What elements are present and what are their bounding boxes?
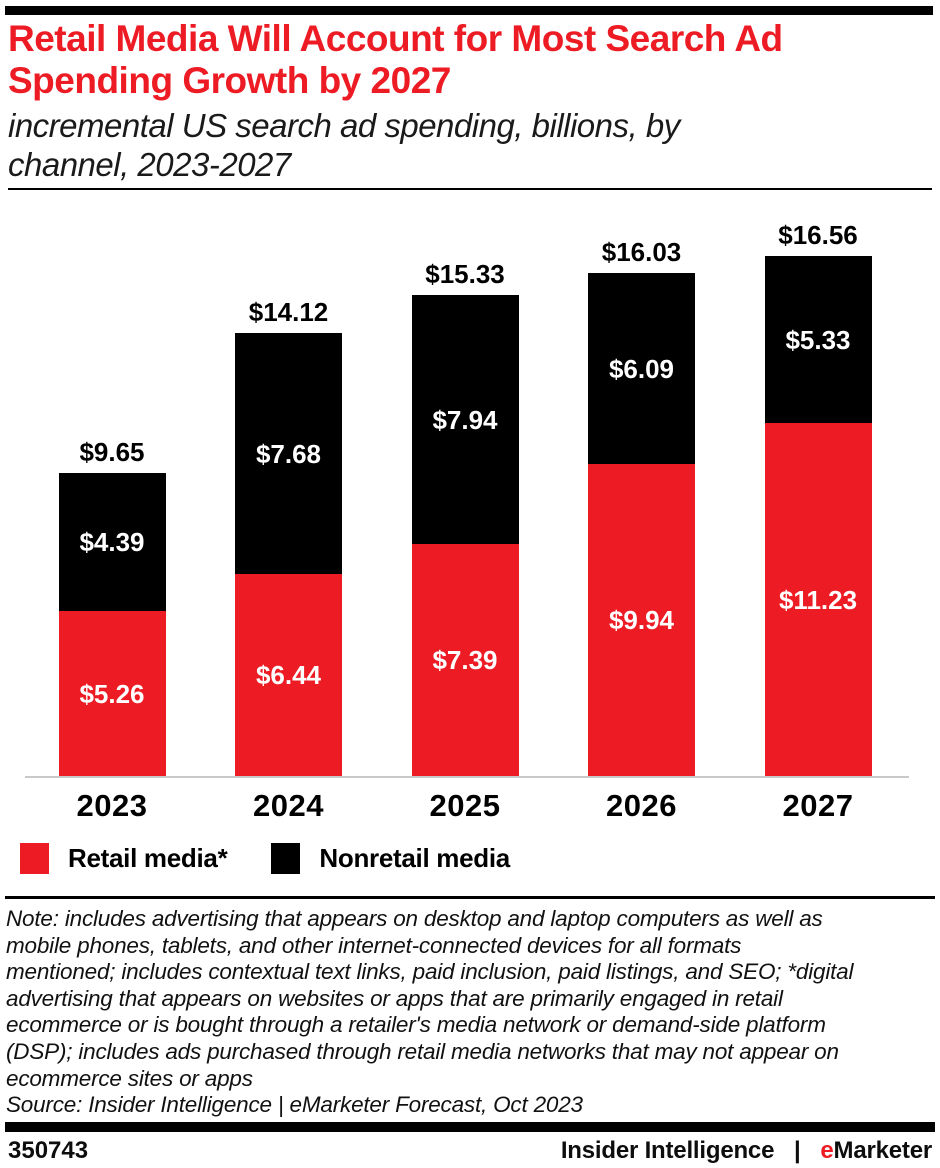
footer-accent-bar <box>5 1122 935 1132</box>
page-subtitle-line2: channel, 2023-2027 <box>8 146 291 183</box>
legend: Retail media* Nonretail media <box>20 840 510 876</box>
bar-segment-retail-2023 <box>58 611 166 776</box>
brand-emarketer-rest: Marketer <box>833 1137 933 1164</box>
note-block: Note: includes advertising that appears … <box>6 906 936 1119</box>
year-label-2025: 2025 <box>429 788 501 823</box>
bar-segment-nonretail-2026 <box>588 273 695 464</box>
note-divider <box>5 896 935 899</box>
total-label-2027: $16.56 <box>778 220 858 250</box>
header-divider <box>8 188 932 190</box>
segment-label-nonretail-2026: $6.09 <box>608 353 675 384</box>
note-line: Note: includes advertising that appears … <box>6 906 823 931</box>
top-accent-bar <box>5 6 933 15</box>
total-label-2024: $14.12 <box>248 297 329 327</box>
legend-label-retail-media: Retail media* <box>68 842 228 873</box>
bar-segment-retail-2026 <box>588 464 695 776</box>
note-line: advertising that appears on websites or … <box>6 985 783 1011</box>
legend-swatch-nonretail-media <box>271 842 301 874</box>
segment-label-retail-2025: $7.39 <box>432 645 498 675</box>
bar-segment-nonretail-2024 <box>235 333 342 574</box>
brand-separator <box>781 1137 787 1164</box>
year-label-2026: 2026 <box>606 788 677 823</box>
page-title-line2: Spending Growth by 2027 <box>8 60 451 101</box>
x-axis-line <box>25 776 909 778</box>
bar-segment-retail-2024 <box>235 574 342 776</box>
segment-label-nonretail-2025: $7.94 <box>432 404 498 435</box>
legend-swatch-retail-media <box>20 842 49 874</box>
brand-insider-intelligence: Insider Intelligence <box>560 1137 775 1164</box>
total-label-2023: $9.65 <box>79 437 145 467</box>
total-label-2026: $16.03 <box>601 237 682 267</box>
segment-label-retail-2027: $11.23 <box>778 584 858 615</box>
year-label-2024: 2024 <box>253 788 324 823</box>
bar-segment-nonretail-2027 <box>764 256 872 423</box>
brand-lockup: Insider Intelligence | eMarketer <box>561 1137 932 1165</box>
chart: $9.65 $4.39 $5.26 2023 $14.12 $7.68 $6.44 2024 $… <box>0 196 940 836</box>
source-line: Source: Insider Intelligence | eMarketer… <box>6 1092 583 1118</box>
footer: 350743 Insider Intelligence | eMarketer <box>8 1137 932 1165</box>
bar-segment-nonretail-2025 <box>411 295 519 544</box>
segment-label-nonretail-2024: $7.68 <box>255 438 322 469</box>
segment-label-nonretail-2027: $5.33 <box>785 324 851 355</box>
chart-id: 350743 <box>8 1137 89 1164</box>
note-line: (DSP); includes ads purchased through re… <box>6 1038 839 1064</box>
page-subtitle-line1: incremental US search ad spending, billi… <box>8 107 680 144</box>
year-label-2023: 2023 <box>76 788 148 823</box>
legend-label-nonretail-media: Nonretail media <box>319 842 510 873</box>
bar-segment-nonretail-2023 <box>58 473 166 611</box>
note-line: ecommerce or is bought through a retaile… <box>6 1012 826 1038</box>
total-label-2025: $15.33 <box>425 259 505 289</box>
segment-label-retail-2026: $9.94 <box>608 605 675 635</box>
brand-pipe: | <box>794 1137 801 1164</box>
brand-emarketer-e: e <box>820 1137 834 1164</box>
page-title-line1: Retail Media Will Account for Most Searc… <box>8 18 783 59</box>
brand-separator2 <box>807 1137 813 1164</box>
bar-segment-retail-2025 <box>411 544 519 776</box>
segment-label-nonretail-2023: $4.39 <box>79 527 145 557</box>
segment-label-retail-2023: $5.26 <box>79 678 145 709</box>
year-label-2027: 2027 <box>782 788 854 823</box>
bar-segment-retail-2027 <box>764 423 872 776</box>
note-line: ecommerce sites or apps <box>6 1065 253 1091</box>
page-subtitle: incremental US search ad spending, billi… <box>8 106 934 184</box>
page-title: Retail Media Will Account for Most Searc… <box>8 18 934 102</box>
segment-label-retail-2024: $6.44 <box>255 660 322 690</box>
note-line: mobile phones, tablets, and other intern… <box>6 932 742 958</box>
note-line: mentioned; includes contextual text link… <box>6 959 854 985</box>
